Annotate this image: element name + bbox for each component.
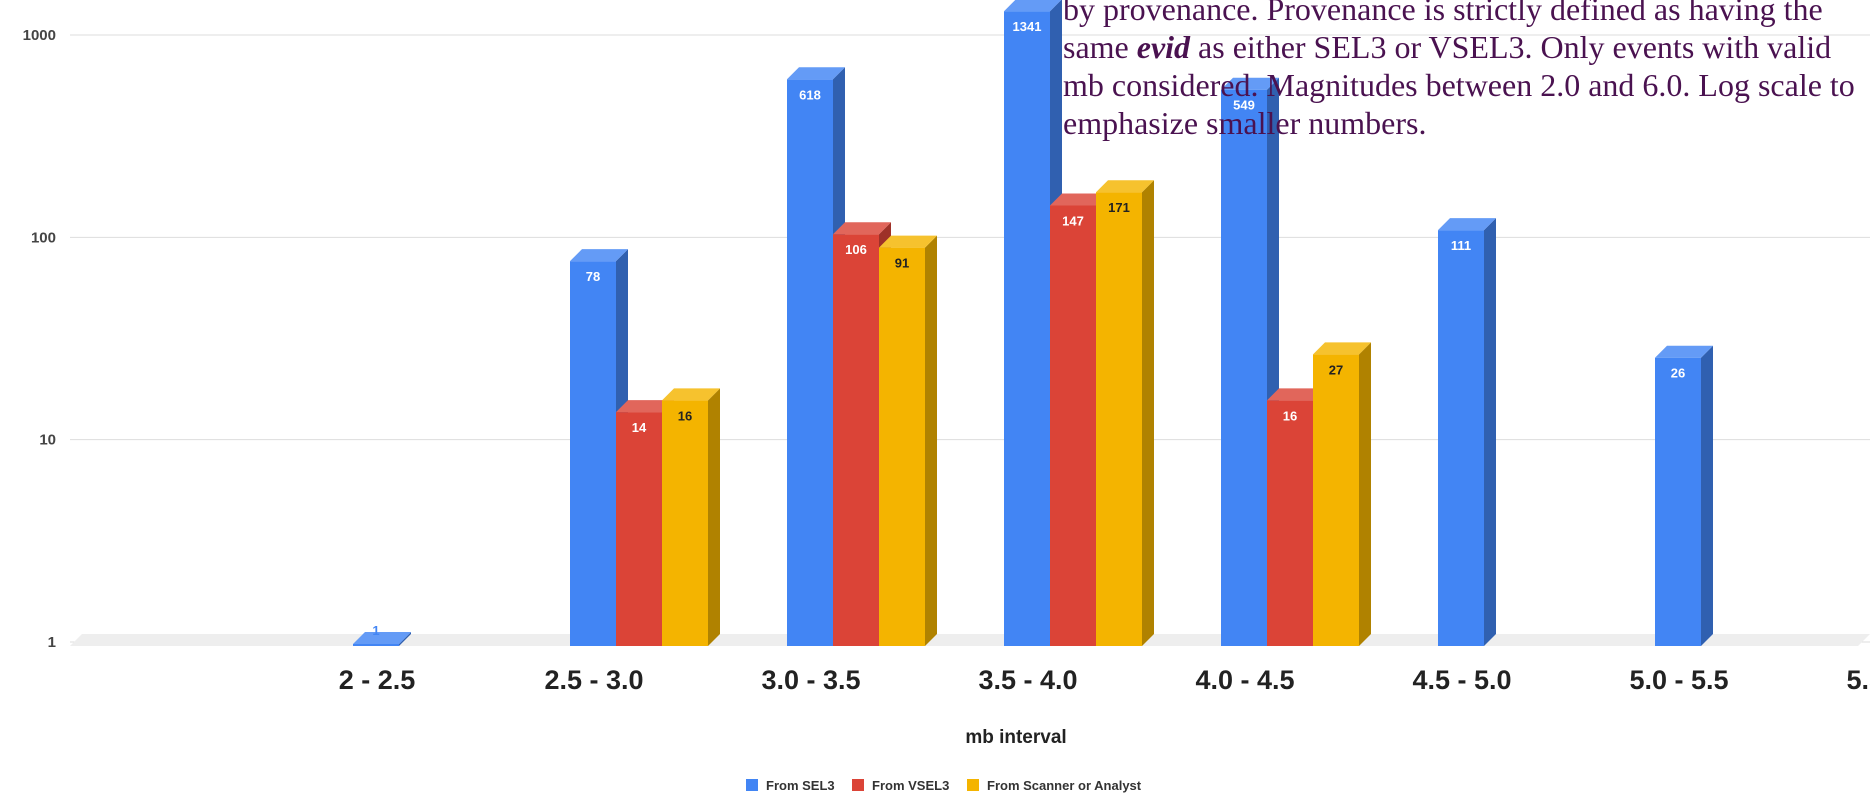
legend-swatch: [746, 779, 758, 791]
bar-front: [570, 261, 616, 646]
bar-top: [1313, 342, 1371, 355]
x-tick-label: 3.0 - 3.5: [761, 665, 860, 695]
bar-value-label: 111: [1451, 238, 1471, 253]
legend-swatch: [967, 779, 979, 791]
bar-value-label: 106: [845, 242, 867, 257]
annotation-text-before: by provenance. Provenance is strictly de…: [1063, 0, 1823, 65]
x-tick-label: 2 - 2.5: [339, 665, 416, 695]
bar-from-scanner-or-analyst-3: 171: [1096, 180, 1154, 646]
legend-label: From VSEL3: [872, 778, 949, 793]
bar-top: [1655, 345, 1713, 358]
bar-value-label: 16: [678, 408, 692, 423]
y-tick-label: 1: [48, 634, 56, 651]
x-axis-ticks: 2 - 2.5 2.5 - 3.0 3.0 - 3.5 3.5 - 4.0 4.0 - …: [339, 665, 1870, 695]
bar-front: [833, 234, 879, 646]
floor-plane: [70, 634, 1870, 646]
bars: 17814166181069113411471715491627111264: [353, 0, 1713, 647]
bar-from-sel3-6: 26: [1655, 345, 1713, 646]
bar-from-scanner-or-analyst-4: 27: [1313, 342, 1371, 646]
bar-value-label: 549: [1233, 98, 1255, 113]
bar-front: [353, 644, 399, 646]
chart-floor: [70, 634, 1870, 646]
legend-item[interactable]: From Scanner or Analyst: [967, 778, 1142, 793]
bar-front: [662, 400, 708, 646]
legend[interactable]: From SEL3 From VSEL3 From Scanner or Analy…: [746, 778, 1142, 793]
x-tick-label: 2.5 - 3.0: [544, 665, 643, 695]
bar-front: [787, 79, 833, 647]
bar-side: [1701, 345, 1713, 646]
y-tick-label: 1000: [23, 27, 56, 44]
bar-side: [1484, 218, 1496, 647]
bar-front: [879, 247, 925, 647]
bar-side: [399, 632, 411, 646]
bar-from-scanner-or-analyst-2: 91: [879, 235, 937, 647]
legend-item[interactable]: From VSEL3: [852, 778, 949, 793]
bar-side: [708, 388, 720, 646]
bar-from-sel3-2: 618: [787, 67, 845, 647]
x-axis-label: mb interval: [965, 727, 1066, 748]
bar-front: [1438, 230, 1484, 647]
bar-top: [1267, 388, 1325, 401]
bar-top: [616, 400, 674, 413]
bar-value-label: 1341: [1013, 19, 1042, 34]
x-tick-label: 5.0 - 5.5: [1629, 665, 1728, 695]
bar-value-label: 1: [372, 623, 379, 638]
bar-front: [1267, 400, 1313, 646]
bar-from-scanner-or-analyst-1: 16: [662, 388, 720, 646]
y-tick-label: 10: [39, 432, 56, 449]
bar-value-label: 26: [1671, 366, 1685, 381]
legend-label: From SEL3: [766, 778, 835, 793]
legend-label: From Scanner or Analyst: [987, 778, 1142, 793]
bar-front: [1655, 357, 1701, 646]
x-tick-label: 4.5 - 5.0: [1412, 665, 1511, 695]
bar-from-sel3-0: 1: [353, 623, 411, 646]
bar-top: [787, 67, 845, 80]
bar-value-label: 618: [799, 87, 821, 102]
bar-top: [1096, 180, 1154, 193]
bar-side: [1142, 180, 1154, 646]
bar-value-label: 91: [895, 256, 909, 271]
bar-top: [1004, 0, 1062, 12]
bar-value-label: 16: [1283, 408, 1297, 423]
bar-top: [570, 249, 628, 262]
bar-value-label: 78: [586, 269, 600, 284]
bar-value-label: 14: [632, 420, 647, 435]
annotation-text: by provenance. Provenance is strictly de…: [1063, 0, 1870, 142]
bar-top: [1050, 193, 1108, 206]
bar-front: [1050, 205, 1096, 646]
bar-front: [1004, 11, 1050, 646]
legend-item[interactable]: From SEL3: [746, 778, 835, 793]
bar-side: [925, 235, 937, 647]
bar-top: [833, 222, 891, 235]
bar-top: [662, 388, 720, 401]
y-tick-label: 100: [31, 229, 56, 246]
bar-value-label: 27: [1329, 362, 1343, 377]
bar-top: [353, 632, 411, 644]
y-axis-ticks: 1 10 100 1000: [23, 27, 56, 651]
legend-swatch: [852, 779, 864, 791]
bar-front: [1221, 89, 1267, 647]
bar-front: [616, 412, 662, 646]
x-tick-label: 5.5 - 6.0: [1846, 665, 1870, 695]
x-tick-label: 3.5 - 4.0: [978, 665, 1077, 695]
bar-front: [1096, 192, 1142, 646]
bar-top: [1438, 218, 1496, 231]
bar-value-label: 171: [1108, 200, 1130, 215]
bar-value-label: 147: [1062, 213, 1084, 228]
bar-top: [1221, 77, 1279, 90]
bar-front: [1313, 354, 1359, 646]
bar-from-sel3-5: 111: [1438, 218, 1496, 647]
annotation-text-after: as either SEL3 or VSEL3. Only events wit…: [1063, 29, 1855, 141]
bar-top: [879, 235, 937, 248]
bar-side: [1359, 342, 1371, 646]
annotation-emphasis: evid: [1136, 29, 1191, 65]
x-tick-label: 4.0 - 4.5: [1195, 665, 1294, 695]
